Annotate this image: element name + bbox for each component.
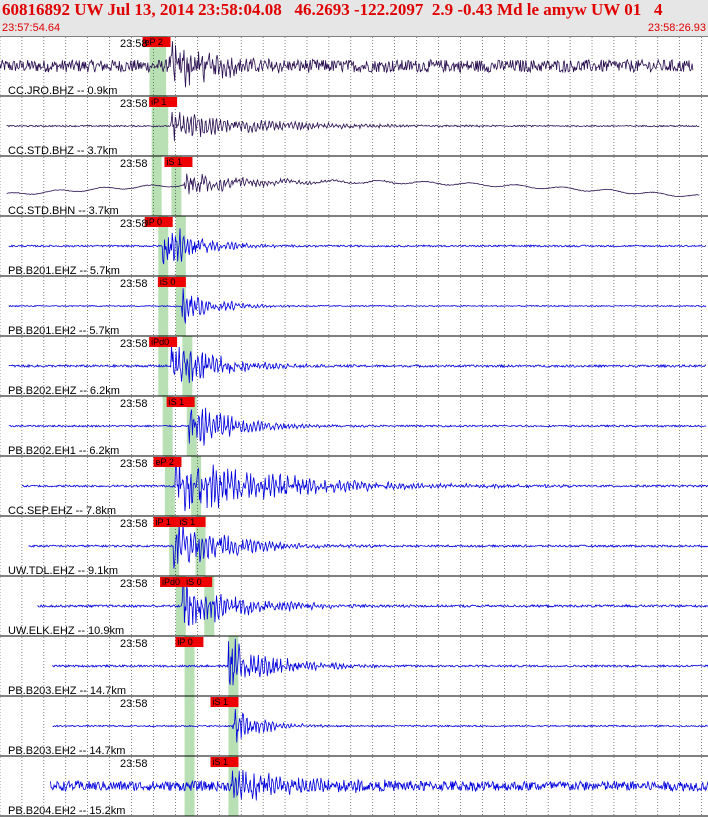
station-label: UW.ELK.EHZ -- 10.9km [8, 625, 124, 637]
phase-pick-marker [149, 337, 178, 347]
minute-label: 23:58 [120, 638, 148, 650]
station-label: PB.B202.EH1 -- 6.2km [8, 445, 119, 457]
phase-pick-label: iP 1 [155, 517, 170, 527]
window-band [169, 516, 180, 576]
pick-layer: eP 2 iP 1 iS 1 iP 0 iS 0 iPd0 iS 1 eP 2 iP 1 iS 1… [142, 37, 239, 767]
phase-pick-label: iS 1 [166, 157, 182, 167]
phase-pick-label: iS 1 [212, 757, 228, 767]
phase-pick-marker [166, 397, 195, 407]
minute-label: 23:58 [120, 338, 148, 350]
station-label: PB.B204.EH2 -- 15.2km [8, 805, 125, 817]
trace-layer [0, 41, 708, 801]
minute-label: 23:58 [120, 38, 148, 50]
minute-label: 23:58 [120, 698, 148, 710]
window-band [182, 336, 193, 396]
waveform-trace [8, 288, 707, 324]
window-start-time: 23:57:54.64 [2, 22, 61, 34]
phase-pick-marker [142, 37, 171, 47]
phase-pick-label: iS 1 [169, 397, 185, 407]
minute-label: 23:58 [120, 218, 148, 230]
minute-label: 23:58 [120, 98, 148, 110]
seismogram-panel: eP 2 iP 1 iS 1 iP 0 iS 0 iPd0 iS 1 eP 2 iP 1 iS 1… [0, 36, 708, 817]
window-band [228, 636, 239, 696]
waveform-trace [8, 407, 707, 446]
phase-pick-label: eP 2 [155, 457, 173, 467]
phase-pick-marker [177, 517, 206, 527]
waveform-trace [50, 769, 708, 801]
station-label: CC.STD.BHN -- 3.7km [8, 205, 119, 217]
phase-pick-label: iP 1 [151, 97, 166, 107]
minute-label: 23:58 [120, 518, 148, 530]
phase-pick-marker [144, 217, 173, 227]
phase-pick-label: iP 0 [177, 637, 192, 647]
phase-pick-label: eP 2 [145, 37, 163, 47]
waveform-trace [21, 457, 708, 512]
window-band [171, 156, 182, 216]
phase-pick-marker [184, 577, 213, 587]
waveform-trace [0, 41, 694, 88]
minute-label: 23:58 [120, 458, 148, 470]
phase-pick-label: iS 0 [160, 277, 176, 287]
minute-label: 23:58 [120, 398, 148, 410]
phase-pick-label: iPd0 [162, 577, 180, 587]
phase-pick-label: iPd0 [151, 337, 169, 347]
phase-pick-label: iS 0 [186, 577, 202, 587]
station-label: PB.B201.EHZ -- 5.7km [8, 265, 120, 277]
waveform-trace [28, 523, 708, 569]
window-band [151, 156, 162, 216]
window-band [184, 636, 195, 696]
window-band [195, 516, 206, 576]
window-band [204, 576, 215, 636]
phase-pick-marker [160, 577, 189, 587]
station-label: PB.B201.EH2 -- 5.7km [8, 325, 119, 337]
minute-label: 23:58 [120, 278, 148, 290]
waveform-trace [6, 173, 700, 198]
phase-pick-marker [164, 157, 193, 167]
phase-pick-marker [153, 517, 182, 527]
station-label: PB.B203.EHZ -- 14.7km [8, 685, 126, 697]
phase-pick-marker [210, 757, 239, 767]
waveform-trace [8, 228, 707, 265]
minute-label: 23:58 [120, 158, 148, 170]
waveform-trace [8, 344, 707, 384]
phase-pick-marker [210, 697, 239, 707]
phase-pick-label: iS 1 [180, 517, 196, 527]
waveform-trace [52, 709, 708, 743]
station-label: PB.B203.EH2 -- 14.7km [8, 745, 125, 757]
station-label: CC.JRO.BHZ -- 0.9km [8, 85, 117, 97]
minute-label: 23:58 [120, 578, 148, 590]
waveform-trace [6, 111, 700, 142]
event-header-title: 60816892 UW Jul 13, 2014 23:58:04.08 46.… [2, 0, 663, 19]
minute-label: 23:58 [120, 758, 148, 770]
header-band [0, 0, 708, 36]
window-band [158, 216, 169, 276]
phase-pick-marker [153, 457, 182, 467]
station-label: UW.TDL.EHZ -- 9.1km [8, 565, 118, 577]
phase-pick-marker [157, 277, 186, 287]
station-label: PB.B202.EHZ -- 6.2km [8, 385, 120, 397]
station-label: CC.STD.BHZ -- 3.7km [8, 145, 117, 157]
phase-pick-label: iP 0 [147, 217, 162, 227]
phase-pick-marker [149, 97, 178, 107]
waveform-trace [52, 638, 708, 686]
phase-pick-marker [175, 637, 204, 647]
phase-pick-label: iS 1 [212, 697, 228, 707]
window-end-time: 23:58:26.93 [647, 22, 706, 34]
station-label: CC.SEP.EHZ -- 7.8km [8, 505, 116, 517]
waveform-trace [37, 577, 708, 627]
